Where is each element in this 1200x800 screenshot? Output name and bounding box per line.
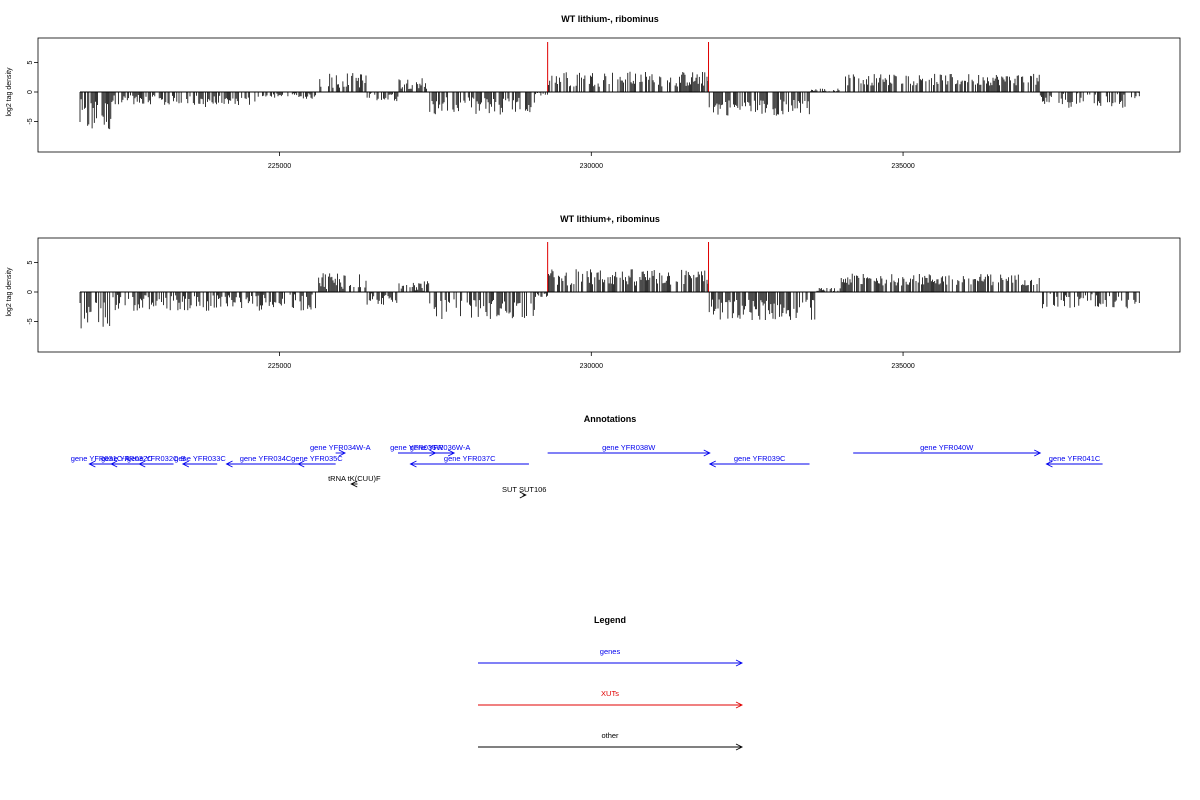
legend-label: XUTs — [601, 689, 619, 698]
feature-arrowhead — [338, 449, 347, 457]
plot-frame — [37, 237, 1181, 353]
feature-label: gene YFR032C — [101, 454, 153, 463]
x-axis: 225000 230000 235000 — [268, 152, 915, 170]
legend-item: XUTs — [478, 689, 744, 709]
annotation-feature: gene YFR038W — [547, 443, 711, 457]
signal-bars — [79, 71, 1140, 130]
feature-arrowhead — [1045, 460, 1053, 468]
annotations-title: Annotations — [584, 414, 637, 424]
x-tick-label: 235000 — [891, 363, 914, 370]
feature-arrowhead — [1034, 449, 1042, 457]
annotation-feature: gene YFR032C-B — [127, 454, 186, 468]
feature-arrowhead — [409, 460, 417, 468]
y-axis: -5 0 5 — [27, 60, 38, 125]
feature-label: gene YFR036W — [390, 443, 444, 452]
legend-arrowhead — [735, 701, 744, 709]
x-tick-label: 235000 — [891, 163, 914, 170]
legend-items: genes XUTs other — [478, 647, 744, 751]
x-tick-label: 225000 — [268, 163, 291, 170]
annotation-feature: gene YFR041C — [1045, 454, 1103, 468]
feature-label: gene YFR041C — [1049, 454, 1101, 463]
y-axis: -5 0 5 — [27, 260, 38, 325]
y-tick-label: 0 — [27, 90, 34, 94]
track-panel-lithium-plus: WT lithium+, ribominus log2 tag density … — [6, 214, 1181, 370]
legend: Legend genes XUTs other — [478, 615, 744, 751]
marker-lines — [547, 242, 710, 292]
feature-arrowhead — [297, 460, 305, 468]
annotation-feature: gene YFR040W — [853, 443, 1042, 457]
panel-title: WT lithium+, ribominus — [560, 214, 660, 224]
y-tick-label: -5 — [27, 118, 34, 124]
feature-label: gene YFR039C — [734, 454, 786, 463]
feature-label: gene YFR037C — [444, 454, 496, 463]
x-axis: 225000 230000 235000 — [268, 352, 915, 370]
annotation-feature: gene YFR034W-A — [310, 443, 371, 457]
feature-label: gene YFR038W — [602, 443, 656, 452]
annotation-feature: gene YFR036W-A — [410, 443, 471, 457]
feature-label: gene YFR031C-A — [71, 454, 130, 463]
feature-label: tRNA tK(CUU)F — [328, 474, 381, 483]
y-tick-label: -5 — [27, 318, 34, 324]
annotation-feature: gene YFR033C — [174, 454, 226, 468]
legend-arrowhead — [735, 743, 744, 751]
feature-label: gene YFR040W — [920, 443, 974, 452]
legend-label: other — [601, 731, 619, 740]
y-tick-label: 5 — [27, 260, 34, 264]
feature-arrowhead — [447, 449, 456, 457]
legend-arrowhead — [735, 659, 744, 667]
feature-arrowhead — [88, 460, 96, 468]
feature-arrowhead — [519, 491, 527, 499]
x-tick-label: 230000 — [580, 163, 603, 170]
feature-label: gene YFR034W-A — [310, 443, 371, 452]
track-panel-lithium-minus: WT lithium-, ribominus log2 tag density … — [6, 14, 1181, 170]
feature-label: gene YFR032C-B — [127, 454, 186, 463]
legend-item: genes — [478, 647, 744, 667]
y-tick-label: 0 — [27, 290, 34, 294]
annotation-feature: gene YFR032C — [101, 454, 153, 468]
feature-arrowhead — [138, 460, 146, 468]
feature-arrowhead — [225, 460, 233, 468]
panel-title: WT lithium-, ribominus — [561, 14, 659, 24]
feature-arrowhead — [181, 460, 190, 468]
legend-item: other — [478, 731, 744, 751]
x-tick-label: 225000 — [268, 363, 291, 370]
feature-arrowhead — [350, 480, 358, 488]
y-axis-label: log2 tag density — [6, 267, 13, 317]
y-axis-label: log2 tag density — [6, 67, 13, 117]
feature-label: gene YFR033C — [174, 454, 226, 463]
annotation-feature: gene YFR035C — [291, 454, 343, 468]
feature-arrowhead — [703, 449, 711, 457]
annotation-feature: gene YFR034C — [225, 454, 305, 468]
x-tick-label: 230000 — [580, 363, 603, 370]
feature-label: gene YFR034C — [240, 454, 292, 463]
feature-arrowhead — [708, 460, 716, 468]
annotation-feature: gene YFR039C — [708, 454, 810, 468]
marker-lines — [547, 42, 710, 92]
legend-label: genes — [600, 647, 621, 656]
annotation-feature: SUT SUT106 — [502, 485, 546, 499]
feature-label: gene YFR036W-A — [410, 443, 471, 452]
signal-bars — [79, 269, 1140, 329]
feature-label: SUT SUT106 — [502, 485, 546, 494]
feature-arrowhead — [110, 460, 118, 468]
annotation-feature: gene YFR037C — [409, 454, 529, 468]
annotation-feature: tRNA tK(CUU)F — [328, 474, 381, 488]
plot-frame — [37, 37, 1181, 153]
y-tick-label: 5 — [27, 60, 34, 64]
annotation-feature: gene YFR031C-A — [71, 454, 130, 468]
legend-title: Legend — [594, 615, 626, 625]
feature-label: gene YFR035C — [291, 454, 343, 463]
